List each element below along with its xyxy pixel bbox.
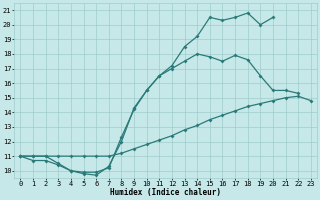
- X-axis label: Humidex (Indice chaleur): Humidex (Indice chaleur): [110, 188, 221, 197]
